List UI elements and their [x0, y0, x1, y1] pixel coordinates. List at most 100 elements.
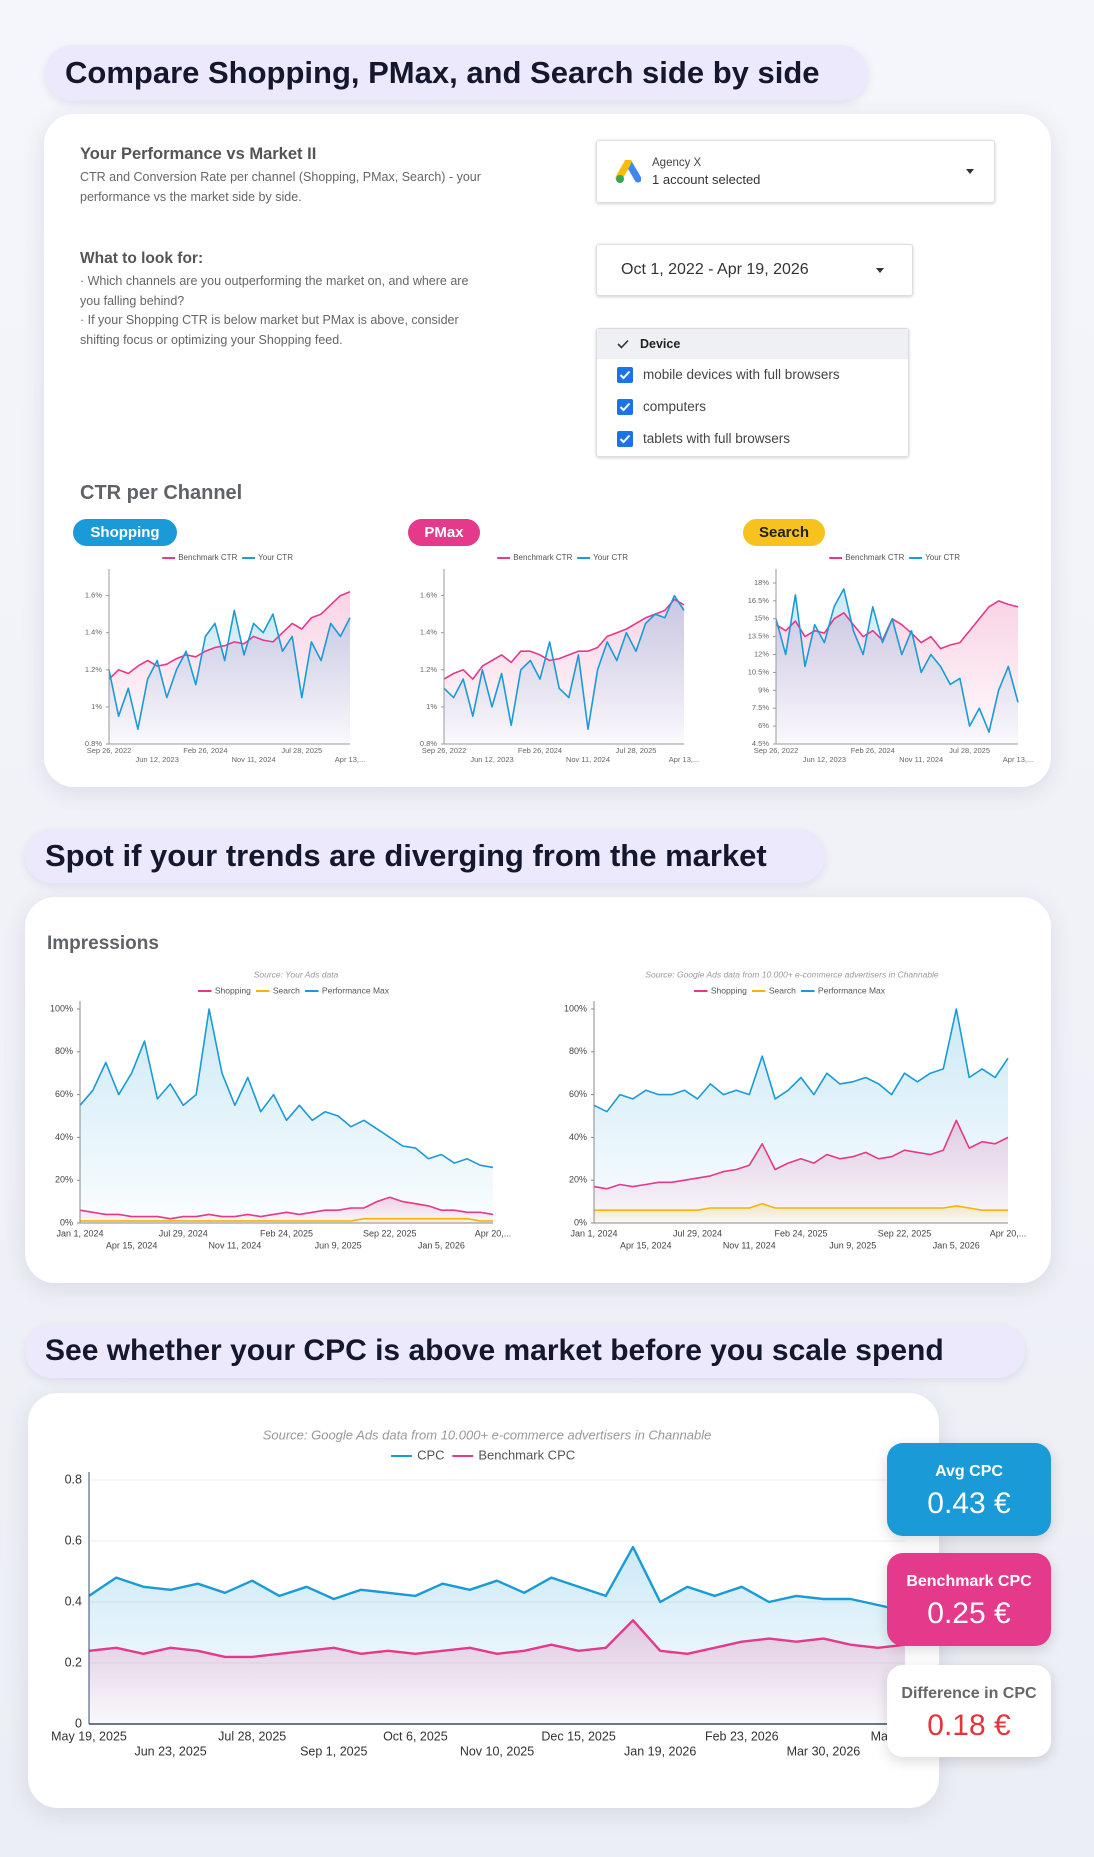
check-mark [619, 370, 631, 380]
filter-title: Device [640, 337, 681, 351]
x-tick-label: Jan 1, 2024 [56, 1228, 103, 1238]
line [593, 1008, 1009, 1113]
y-tick-label: 10.5% [748, 667, 770, 676]
x-tick-label: Feb 23, 2026 [705, 1729, 779, 1743]
x-tick-label: Jul 29, 2024 [159, 1228, 208, 1238]
y-tick-label: 1.4% [420, 628, 437, 637]
y-tick-label: 60% [569, 1089, 587, 1099]
y-tick-label: 1% [91, 702, 102, 711]
chart-source: Source: Your Ads data [254, 969, 339, 979]
kpi-label: Benchmark CPC [906, 1573, 1032, 1590]
filter-header [597, 329, 908, 359]
y-tick-label: 20% [55, 1175, 73, 1185]
x-tick-label: Feb 24, 2025 [774, 1228, 827, 1238]
legend: Shopping Search Performance Max [197, 985, 390, 995]
legend: Benchmark CTR Your CTR [829, 553, 960, 562]
line [88, 1545, 906, 1613]
line [108, 591, 351, 680]
filter-option[interactable]: tablets with full browsers [643, 431, 791, 446]
y-tick-label: 100% [564, 1003, 587, 1013]
area [594, 1009, 1008, 1223]
checkbox[interactable] [617, 431, 633, 447]
x-tick-label: Nov 11, 2024 [899, 755, 943, 764]
x-tick-label: Jul 28, 2025 [281, 746, 322, 755]
x-tick-label: Sep 26, 2022 [754, 746, 799, 755]
date-range-selector[interactable]: Oct 1, 2022 - Apr 19, 2026 [596, 244, 913, 296]
x-tick-label: Apr 20,... [475, 1228, 512, 1238]
legend-label: Performance Max [322, 985, 390, 995]
x-tick-label: Apr 15, 2024 [620, 1240, 672, 1250]
chart-badge: Search [743, 519, 825, 546]
y-tick-label: 0.8% [420, 739, 437, 748]
kpi-card: Avg CPC 0.43 € [887, 1443, 1051, 1536]
line [594, 1202, 1008, 1211]
y-tick-label: 40% [569, 1132, 587, 1142]
check-icon [617, 339, 629, 349]
kpi-label: Avg CPC [935, 1463, 1003, 1480]
y-tick-label: 13.5% [748, 632, 770, 641]
y-tick-label: 9% [758, 685, 769, 694]
x-tick-label: Sep 26, 2022 [422, 746, 467, 755]
y-tick-label: 1% [426, 702, 437, 711]
filter-option[interactable]: mobile devices with full browsers [643, 367, 840, 382]
area [89, 1620, 905, 1724]
y-tick-label: 0% [574, 1217, 587, 1227]
filter-option[interactable]: computers [643, 399, 707, 414]
x-tick-label: Jul 28, 2025 [218, 1729, 286, 1743]
x-tick-label: May 19, 2025 [51, 1729, 127, 1743]
kpi-value: 0.18 € [927, 1709, 1011, 1742]
section-heading: Compare Shopping, PMax, and Search side … [45, 45, 868, 101]
x-tick-label: Jun 12, 2023 [136, 755, 179, 764]
x-tick-label: Jun 12, 2023 [470, 755, 513, 764]
section-title: Impressions [47, 933, 159, 954]
y-tick-label: 0% [60, 1217, 73, 1227]
legend: Benchmark CTR Your CTR [162, 553, 293, 562]
x-tick-label: Feb 26, 2024 [851, 746, 895, 755]
legend-label: Your CTR [925, 553, 960, 562]
chart-source: Source: Google Ads data from 10.000+ e-c… [263, 1427, 712, 1442]
y-tick-label: 12% [754, 650, 769, 659]
y-tick-label: 0.4 [65, 1594, 82, 1608]
x-tick-label: Sep 22, 2025 [878, 1228, 932, 1238]
line [88, 1619, 906, 1659]
y-tick-label: 18% [754, 578, 769, 587]
line [108, 609, 351, 730]
x-tick-label: Apr 20,... [990, 1228, 1027, 1238]
y-tick-label: 0.8 [65, 1472, 82, 1486]
x-tick-label: Nov 10, 2025 [460, 1744, 534, 1758]
x-tick-label: Nov 11, 2024 [208, 1240, 261, 1250]
date-range: Oct 1, 2022 - Apr 19, 2026 [621, 261, 809, 278]
legend-label: Performance Max [818, 985, 886, 995]
kpi-value: 0.43 € [927, 1487, 1011, 1520]
y-tick-label: 80% [55, 1046, 73, 1056]
x-tick-label: Nov 11, 2024 [723, 1240, 776, 1250]
legend-label: Search [769, 985, 796, 995]
y-tick-label: 0.6 [65, 1533, 82, 1547]
checkbox[interactable] [617, 399, 633, 415]
legend-label: Benchmark CPC [478, 1447, 575, 1462]
x-tick-label: Mar 30, 2026 [787, 1744, 861, 1758]
x-tick-label: Jun 12, 2023 [803, 755, 846, 764]
check-mark [619, 434, 631, 444]
legend-label: Benchmark CTR [845, 553, 904, 562]
chart-source: Source: Google Ads data from 10.000+ e-c… [645, 969, 939, 979]
legend-label: CPC [417, 1447, 444, 1462]
y-tick-label: 6% [758, 721, 769, 730]
section-heading: Spot if your trends are diverging from t… [25, 829, 825, 883]
legend: CPC Benchmark CPC [391, 1447, 575, 1462]
dropdown-caret [876, 268, 884, 273]
line [775, 600, 1019, 650]
y-tick-label: 40% [55, 1132, 73, 1142]
x-tick-label: Jun 23, 2025 [134, 1744, 206, 1758]
chart-badge: PMax [408, 519, 480, 546]
legend-label: Shopping [711, 985, 747, 995]
legend-label: Shopping [215, 985, 251, 995]
account-selector[interactable]: Agency X 1 account selected [596, 140, 995, 203]
kpi-card: Difference in CPC 0.18 € [887, 1665, 1051, 1757]
checkbox[interactable] [617, 367, 633, 383]
x-tick-label: Jun 9, 2025 [829, 1240, 876, 1250]
section-heading: See whether your CPC is above market bef… [25, 1324, 1025, 1378]
x-tick-label: Sep 1, 2025 [300, 1744, 367, 1758]
y-tick-label: 0 [75, 1716, 82, 1730]
